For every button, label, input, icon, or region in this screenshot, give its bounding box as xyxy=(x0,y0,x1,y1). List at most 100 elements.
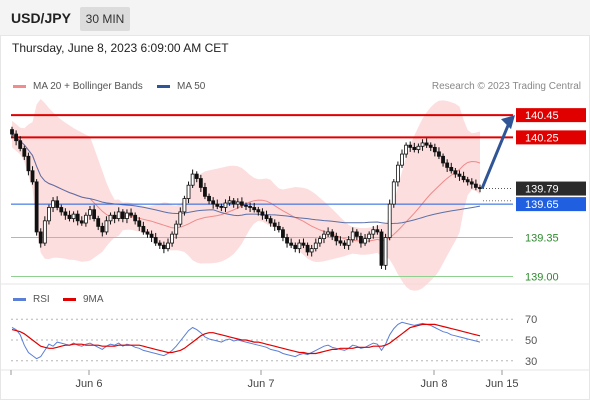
candle-bullish xyxy=(190,173,195,186)
candle-bullish xyxy=(104,220,109,233)
candle-bearish xyxy=(408,144,413,148)
rsi-ma-swatch xyxy=(63,298,76,301)
candle-bearish xyxy=(276,225,281,231)
candle-bearish xyxy=(432,146,437,153)
candle-bearish xyxy=(59,207,64,213)
candle-bearish xyxy=(424,142,429,146)
candle-bearish xyxy=(272,222,277,227)
candle-bearish xyxy=(137,220,142,227)
forecast-arrow-shaft xyxy=(480,122,511,190)
rsi-ma-line xyxy=(11,323,481,355)
candle-bearish xyxy=(334,235,339,242)
candle-bearish xyxy=(215,203,220,207)
candle-bearish xyxy=(141,225,146,233)
candle-bullish xyxy=(404,144,409,155)
candle-bearish xyxy=(453,170,458,175)
candle-bearish xyxy=(268,218,273,224)
candle-bearish xyxy=(38,231,43,244)
candle-bearish xyxy=(305,244,310,253)
rsi-tick-label: 30 xyxy=(525,356,537,368)
candle-bearish xyxy=(473,183,478,188)
candle-bearish xyxy=(412,146,417,151)
candle-bullish xyxy=(416,145,421,151)
candle-bearish xyxy=(96,218,101,227)
candle-bearish xyxy=(437,151,441,157)
candle-bearish xyxy=(338,240,343,244)
candle-bullish xyxy=(166,242,170,250)
candle-bullish xyxy=(51,200,55,208)
candle-bearish xyxy=(449,167,454,172)
candle-bullish xyxy=(400,153,404,166)
candle-bullish xyxy=(387,203,392,238)
candle-bearish xyxy=(10,129,14,135)
candle-bullish xyxy=(47,207,51,222)
candle-bullish xyxy=(346,239,351,246)
candle-bullish xyxy=(313,242,318,250)
candle-bullish xyxy=(174,223,179,235)
timeframe-button[interactable]: 30 MIN xyxy=(80,7,130,31)
rsi-swatch xyxy=(13,298,26,301)
candle-bullish xyxy=(420,142,425,147)
candle-bearish xyxy=(248,205,253,208)
candle-bearish xyxy=(203,187,207,197)
legend-rsi-ma: 9MA xyxy=(63,294,104,305)
candle-bearish xyxy=(75,213,80,222)
candle-bearish xyxy=(260,211,265,216)
candle-bearish xyxy=(461,175,466,181)
resistance-level-label: 140.45 xyxy=(525,110,559,122)
candle-bullish xyxy=(395,164,400,183)
candle-bearish xyxy=(161,244,166,250)
rsi-tick-label: 50 xyxy=(525,335,537,347)
candle-bearish xyxy=(67,214,72,219)
candle-bearish xyxy=(92,209,97,219)
candle-bearish xyxy=(198,178,203,188)
resistance-level-label: 140.25 xyxy=(525,132,559,144)
candle-bullish xyxy=(182,198,187,213)
candle-bearish xyxy=(112,214,117,219)
candle-bearish xyxy=(133,214,138,222)
rsi-ma-legend-label: 9MA xyxy=(83,294,104,305)
candle-bearish xyxy=(375,229,380,233)
ma50-line xyxy=(11,133,481,225)
candle-bearish xyxy=(285,237,289,244)
candle-bullish xyxy=(371,229,376,235)
ma50-legend-label: MA 50 xyxy=(177,81,206,92)
candle-bearish xyxy=(219,205,224,208)
candle-bearish xyxy=(55,200,60,208)
candle-bearish xyxy=(18,140,23,149)
candle-bearish xyxy=(465,179,470,183)
x-axis-tick-label: Jun 7 xyxy=(248,378,275,390)
support-level-label: 139.35 xyxy=(525,233,559,245)
ma50-swatch xyxy=(157,85,170,88)
bollinger-legend-label: MA 20 + Bollinger Bands xyxy=(33,81,143,92)
candle-bearish xyxy=(428,144,433,148)
candle-bearish xyxy=(79,220,84,224)
candle-bearish xyxy=(26,155,31,172)
candle-bullish xyxy=(223,202,228,208)
candle-bearish xyxy=(129,212,133,216)
candle-bearish xyxy=(457,173,462,177)
candle-bearish xyxy=(354,231,359,237)
candle-bullish xyxy=(83,214,88,224)
candle-bullish xyxy=(391,181,396,205)
x-axis-tick-label: Jun 6 xyxy=(76,378,103,390)
candle-bullish xyxy=(170,233,175,244)
candle-bearish xyxy=(469,181,474,185)
candle-bearish xyxy=(120,211,125,219)
research-credit: Research © 2023 Trading Central xyxy=(431,81,581,92)
candles xyxy=(10,126,482,270)
x-axis-tick-label: Jun 15 xyxy=(485,378,518,390)
forecast-arrow-head xyxy=(501,115,515,130)
candle-bearish xyxy=(239,201,244,206)
pivot-level-label: 139.65 xyxy=(525,199,559,211)
candle-bearish xyxy=(359,235,363,244)
candle-bullish xyxy=(309,248,314,253)
candle-bullish xyxy=(317,238,322,244)
candle-bearish xyxy=(330,231,335,237)
candle-bullish xyxy=(322,233,326,240)
resistance-level-tag xyxy=(516,130,586,145)
candle-bearish xyxy=(441,155,445,164)
candle-bearish xyxy=(264,214,269,219)
bollinger-swatch xyxy=(13,85,26,88)
candle-bearish xyxy=(231,200,236,205)
